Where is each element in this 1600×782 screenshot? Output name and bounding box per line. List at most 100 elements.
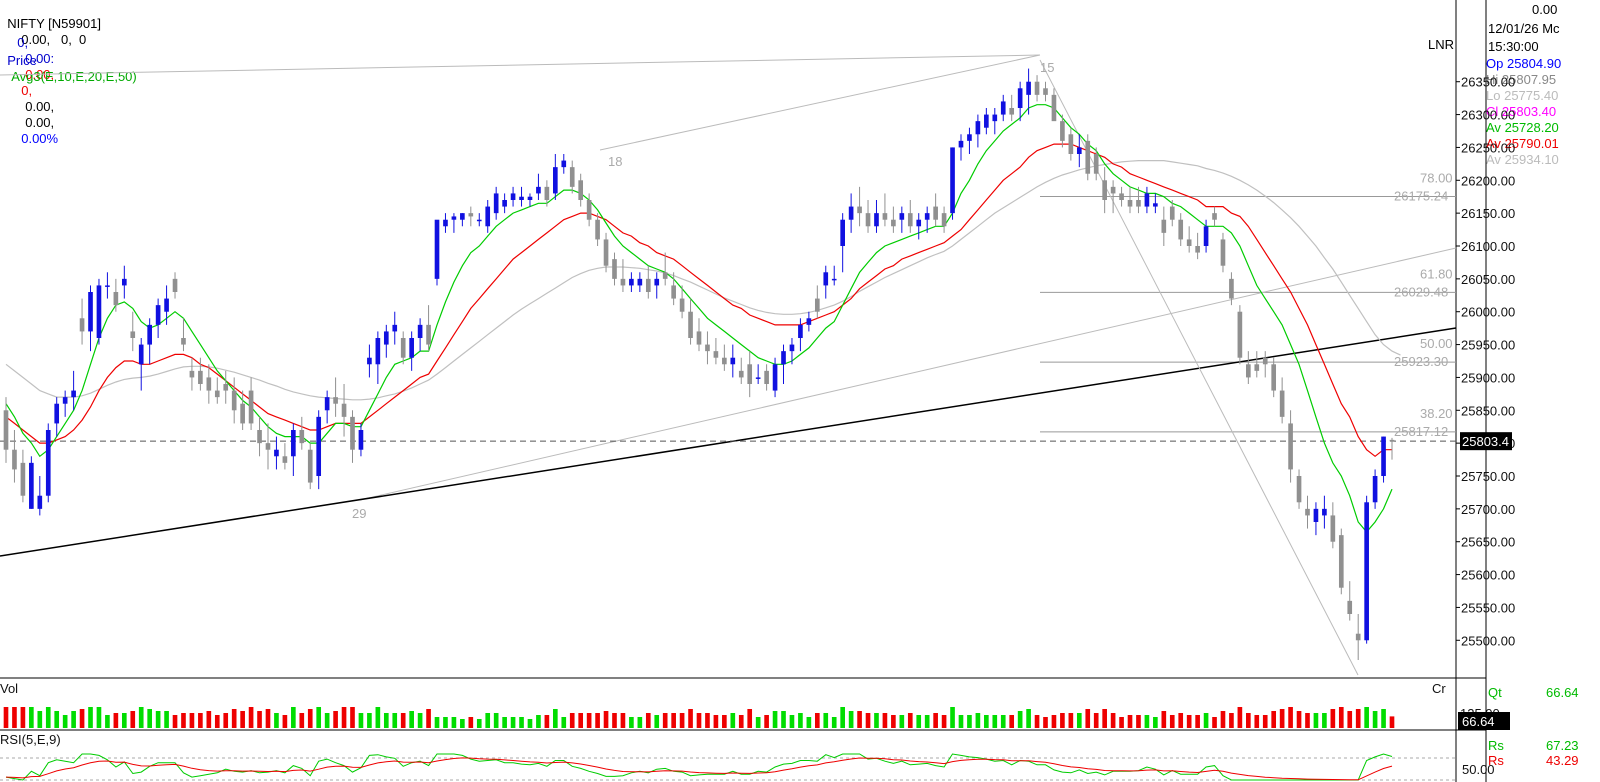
volume-bar-144 <box>1220 711 1226 728</box>
volume-bar-69 <box>586 713 592 728</box>
price-tick-label-17: 25500.00 <box>1461 633 1515 648</box>
volume-bar-116 <box>984 715 989 728</box>
volume-bar-163 <box>1381 709 1386 728</box>
volume-bar-154 <box>1305 713 1310 728</box>
candle-body-96 <box>814 298 820 312</box>
volume-bar-135 <box>1144 715 1150 728</box>
fibonacci-levels: 78.00 26175.24 61.80 26029.48 50.00 25923.30 3… <box>1040 171 1456 439</box>
candles <box>3 68 1395 660</box>
price-tick-label-7: 26000.00 <box>1461 305 1515 320</box>
info-date: 12/01/26 Mc <box>1488 21 1560 36</box>
volume-bar-18 <box>155 711 161 728</box>
volume-bar-47 <box>400 713 406 728</box>
trendlines <box>0 54 1457 676</box>
candle-body-107 <box>907 213 913 227</box>
price-tick-label-13: 25700.00 <box>1461 502 1515 517</box>
header-row-2: 0, 0.00: 0.00, 0, 0.00, 0.00, 0.00% <box>10 19 58 147</box>
candle-body-85 <box>722 357 727 365</box>
candle-body-17 <box>147 324 152 345</box>
volume-bar-1 <box>12 707 17 728</box>
candle-body-102 <box>865 213 871 227</box>
price-tick-label-9: 25900.00 <box>1461 370 1515 385</box>
volume-bar-107 <box>907 713 913 728</box>
candle-body-93 <box>789 344 795 352</box>
candle-body-68 <box>578 180 584 200</box>
volume-bar-32 <box>274 713 279 728</box>
candle-body-7 <box>62 397 68 404</box>
volume-bar-73 <box>620 713 626 728</box>
price-tick-label-4: 26150.00 <box>1461 206 1515 221</box>
volume-bar-42 <box>358 713 364 728</box>
candle-body-82 <box>696 331 702 345</box>
candle-body-47 <box>400 338 406 358</box>
volume-bar-21 <box>181 713 186 728</box>
candle-body-156 <box>1322 508 1327 516</box>
volume-bar-55 <box>468 717 474 728</box>
volume-bar-149 <box>1262 715 1268 728</box>
candle-body-130 <box>1102 180 1107 200</box>
candle-body-163 <box>1381 436 1386 476</box>
candle-body-67 <box>569 167 575 187</box>
candle-body-153 <box>1296 476 1302 503</box>
volume-bar-141 <box>1195 715 1200 728</box>
info-row-low: Lo 25775.40 <box>1486 88 1559 103</box>
candle-body-36 <box>307 449 313 483</box>
volume-bar-151 <box>1279 709 1285 728</box>
volume-bar-99 <box>840 707 845 728</box>
volume-bar-6 <box>54 711 60 728</box>
candle-body-74 <box>629 278 634 286</box>
header-val-d: 0, <box>21 83 33 98</box>
fib-price-3: 25817.12 <box>1394 424 1448 439</box>
rs2-value: 43.29 <box>1546 753 1579 768</box>
candle-body-112 <box>950 147 955 214</box>
candle-body-120 <box>1017 88 1023 108</box>
volume-bar-31 <box>265 709 271 728</box>
candle-body-78 <box>662 272 668 279</box>
volume-current-box <box>1458 712 1510 730</box>
symbol-name: NIFTY [N59901] <box>7 16 101 31</box>
candle-body-37 <box>316 416 322 476</box>
candle-body-80 <box>679 298 685 312</box>
price-tick-label-2: 26250.00 <box>1461 140 1515 155</box>
candle-body-51 <box>434 219 440 279</box>
candle-body-28 <box>240 403 245 424</box>
volume-bar-58 <box>493 713 499 728</box>
info-time: 15:30:00 <box>1488 39 1539 54</box>
candle-body-75 <box>637 278 643 286</box>
volume-bar-123 <box>1043 717 1048 728</box>
volume-bar-12 <box>105 715 110 728</box>
volume-bar-85 <box>722 715 727 728</box>
candle-body-43 <box>367 357 372 365</box>
candle-body-29 <box>248 390 254 424</box>
volume-bar-148 <box>1254 715 1260 728</box>
volume-bar-13 <box>113 713 119 728</box>
volume-bar-129 <box>1093 713 1099 728</box>
candle-body-14 <box>121 278 127 286</box>
volume-bar-27 <box>231 709 237 728</box>
candle-body-122 <box>1034 81 1040 95</box>
candle-body-23 <box>198 370 203 384</box>
volume-bar-65 <box>553 709 558 728</box>
price-tick-label-1: 26300.00 <box>1461 108 1515 123</box>
trendline-channel-grey <box>359 247 1457 501</box>
fib-pct-0: 78.00 <box>1420 171 1453 186</box>
header-val-e: 0.00, <box>25 99 55 114</box>
price-tick-label-12: 25750.00 <box>1461 469 1515 484</box>
candle-body-115 <box>975 121 981 135</box>
volume-bar-30 <box>257 711 262 728</box>
candle-body-131 <box>1110 186 1116 194</box>
volume-bar-87 <box>738 715 744 728</box>
volume-bar-10 <box>88 707 93 728</box>
candle-body-70 <box>595 219 600 240</box>
volume-bar-146 <box>1237 707 1243 728</box>
volume-bar-48 <box>409 711 414 728</box>
candle-body-90 <box>764 370 769 384</box>
candle-body-155 <box>1313 508 1319 522</box>
candle-body-21 <box>181 338 186 345</box>
volume-bar-159 <box>1347 711 1353 728</box>
volume-bar-94 <box>798 713 803 728</box>
fib-price-0: 26175.24 <box>1394 189 1448 204</box>
volume-bar-23 <box>198 713 203 728</box>
trendline-support-black <box>0 327 1457 557</box>
